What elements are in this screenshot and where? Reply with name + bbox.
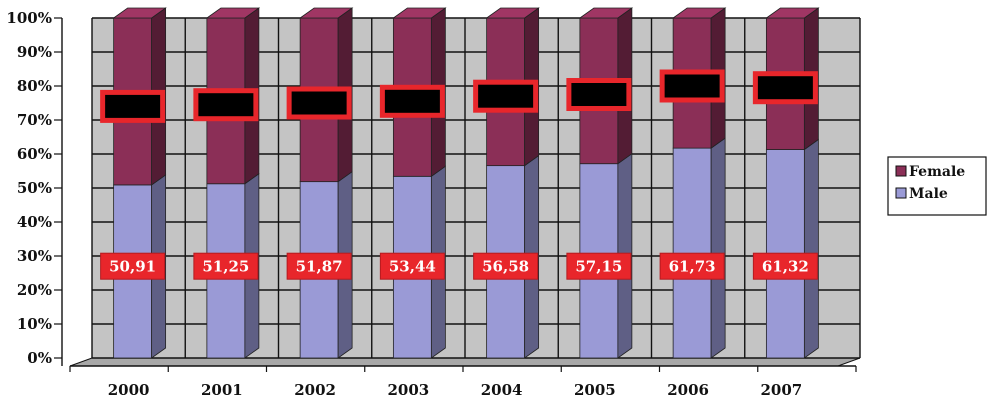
bar-top xyxy=(112,7,167,19)
y-tick-label: 60% xyxy=(17,145,52,163)
y-tick-label: 30% xyxy=(17,247,52,265)
data-label-box xyxy=(379,252,445,280)
x-tick-label: 2005 xyxy=(574,381,616,398)
marker-box xyxy=(473,79,539,113)
x-tick-label: 2007 xyxy=(761,381,803,398)
chart-floor xyxy=(69,357,861,367)
bar-male-side xyxy=(803,138,819,359)
bar-top xyxy=(298,7,354,19)
data-label-box xyxy=(473,252,539,280)
data-label: 61,73 xyxy=(669,258,716,276)
bar-top xyxy=(205,7,261,19)
y-tick-label: 20% xyxy=(17,281,52,299)
marker-box xyxy=(379,84,445,118)
data-label: 57,15 xyxy=(575,258,622,276)
data-label: 61,32 xyxy=(762,258,809,276)
legend-label-male: Male xyxy=(909,186,948,202)
data-label: 51,25 xyxy=(202,258,249,276)
data-label: 56,58 xyxy=(482,258,529,276)
bar-male-side xyxy=(710,137,726,359)
data-label: 51,87 xyxy=(296,258,343,276)
legend-swatch-female xyxy=(895,165,907,177)
marker-box xyxy=(752,71,818,105)
x-tick-label: 2006 xyxy=(667,381,709,398)
y-tick-label: 90% xyxy=(17,43,52,61)
bar-top xyxy=(671,7,727,19)
x-tick-label: 2002 xyxy=(294,381,336,398)
x-tick-label: 2001 xyxy=(201,381,243,398)
data-label: 53,44 xyxy=(389,258,436,276)
y-tick-label: 10% xyxy=(17,315,52,333)
y-tick-label: 50% xyxy=(17,179,52,197)
legend-label-female: Female xyxy=(909,164,965,180)
y-tick-label: 80% xyxy=(17,77,52,95)
marker-box xyxy=(659,69,725,103)
marker-box xyxy=(100,89,166,123)
bar-top xyxy=(485,7,540,19)
data-label-box xyxy=(100,252,166,280)
data-label-box xyxy=(193,252,259,280)
data-label-box xyxy=(566,252,632,280)
data-label-box xyxy=(752,252,818,280)
data-label: 50,91 xyxy=(109,258,156,276)
x-tick-label: 2003 xyxy=(388,381,430,398)
marker-box xyxy=(286,86,352,120)
y-tick-label: 100% xyxy=(6,9,52,27)
marker-box xyxy=(566,78,632,111)
bar-top xyxy=(578,7,634,19)
marker-box xyxy=(193,88,259,122)
y-tick-label: 0% xyxy=(27,349,52,367)
bar-top xyxy=(765,7,820,19)
legend-swatch-male xyxy=(895,187,907,199)
bar-top xyxy=(392,7,447,19)
x-tick-label: 2004 xyxy=(481,381,523,398)
y-tick-label: 40% xyxy=(17,213,52,231)
data-label-box xyxy=(286,252,352,280)
data-label-box xyxy=(659,252,725,280)
x-tick-label: 2000 xyxy=(108,381,150,398)
y-tick-label: 70% xyxy=(17,111,52,129)
